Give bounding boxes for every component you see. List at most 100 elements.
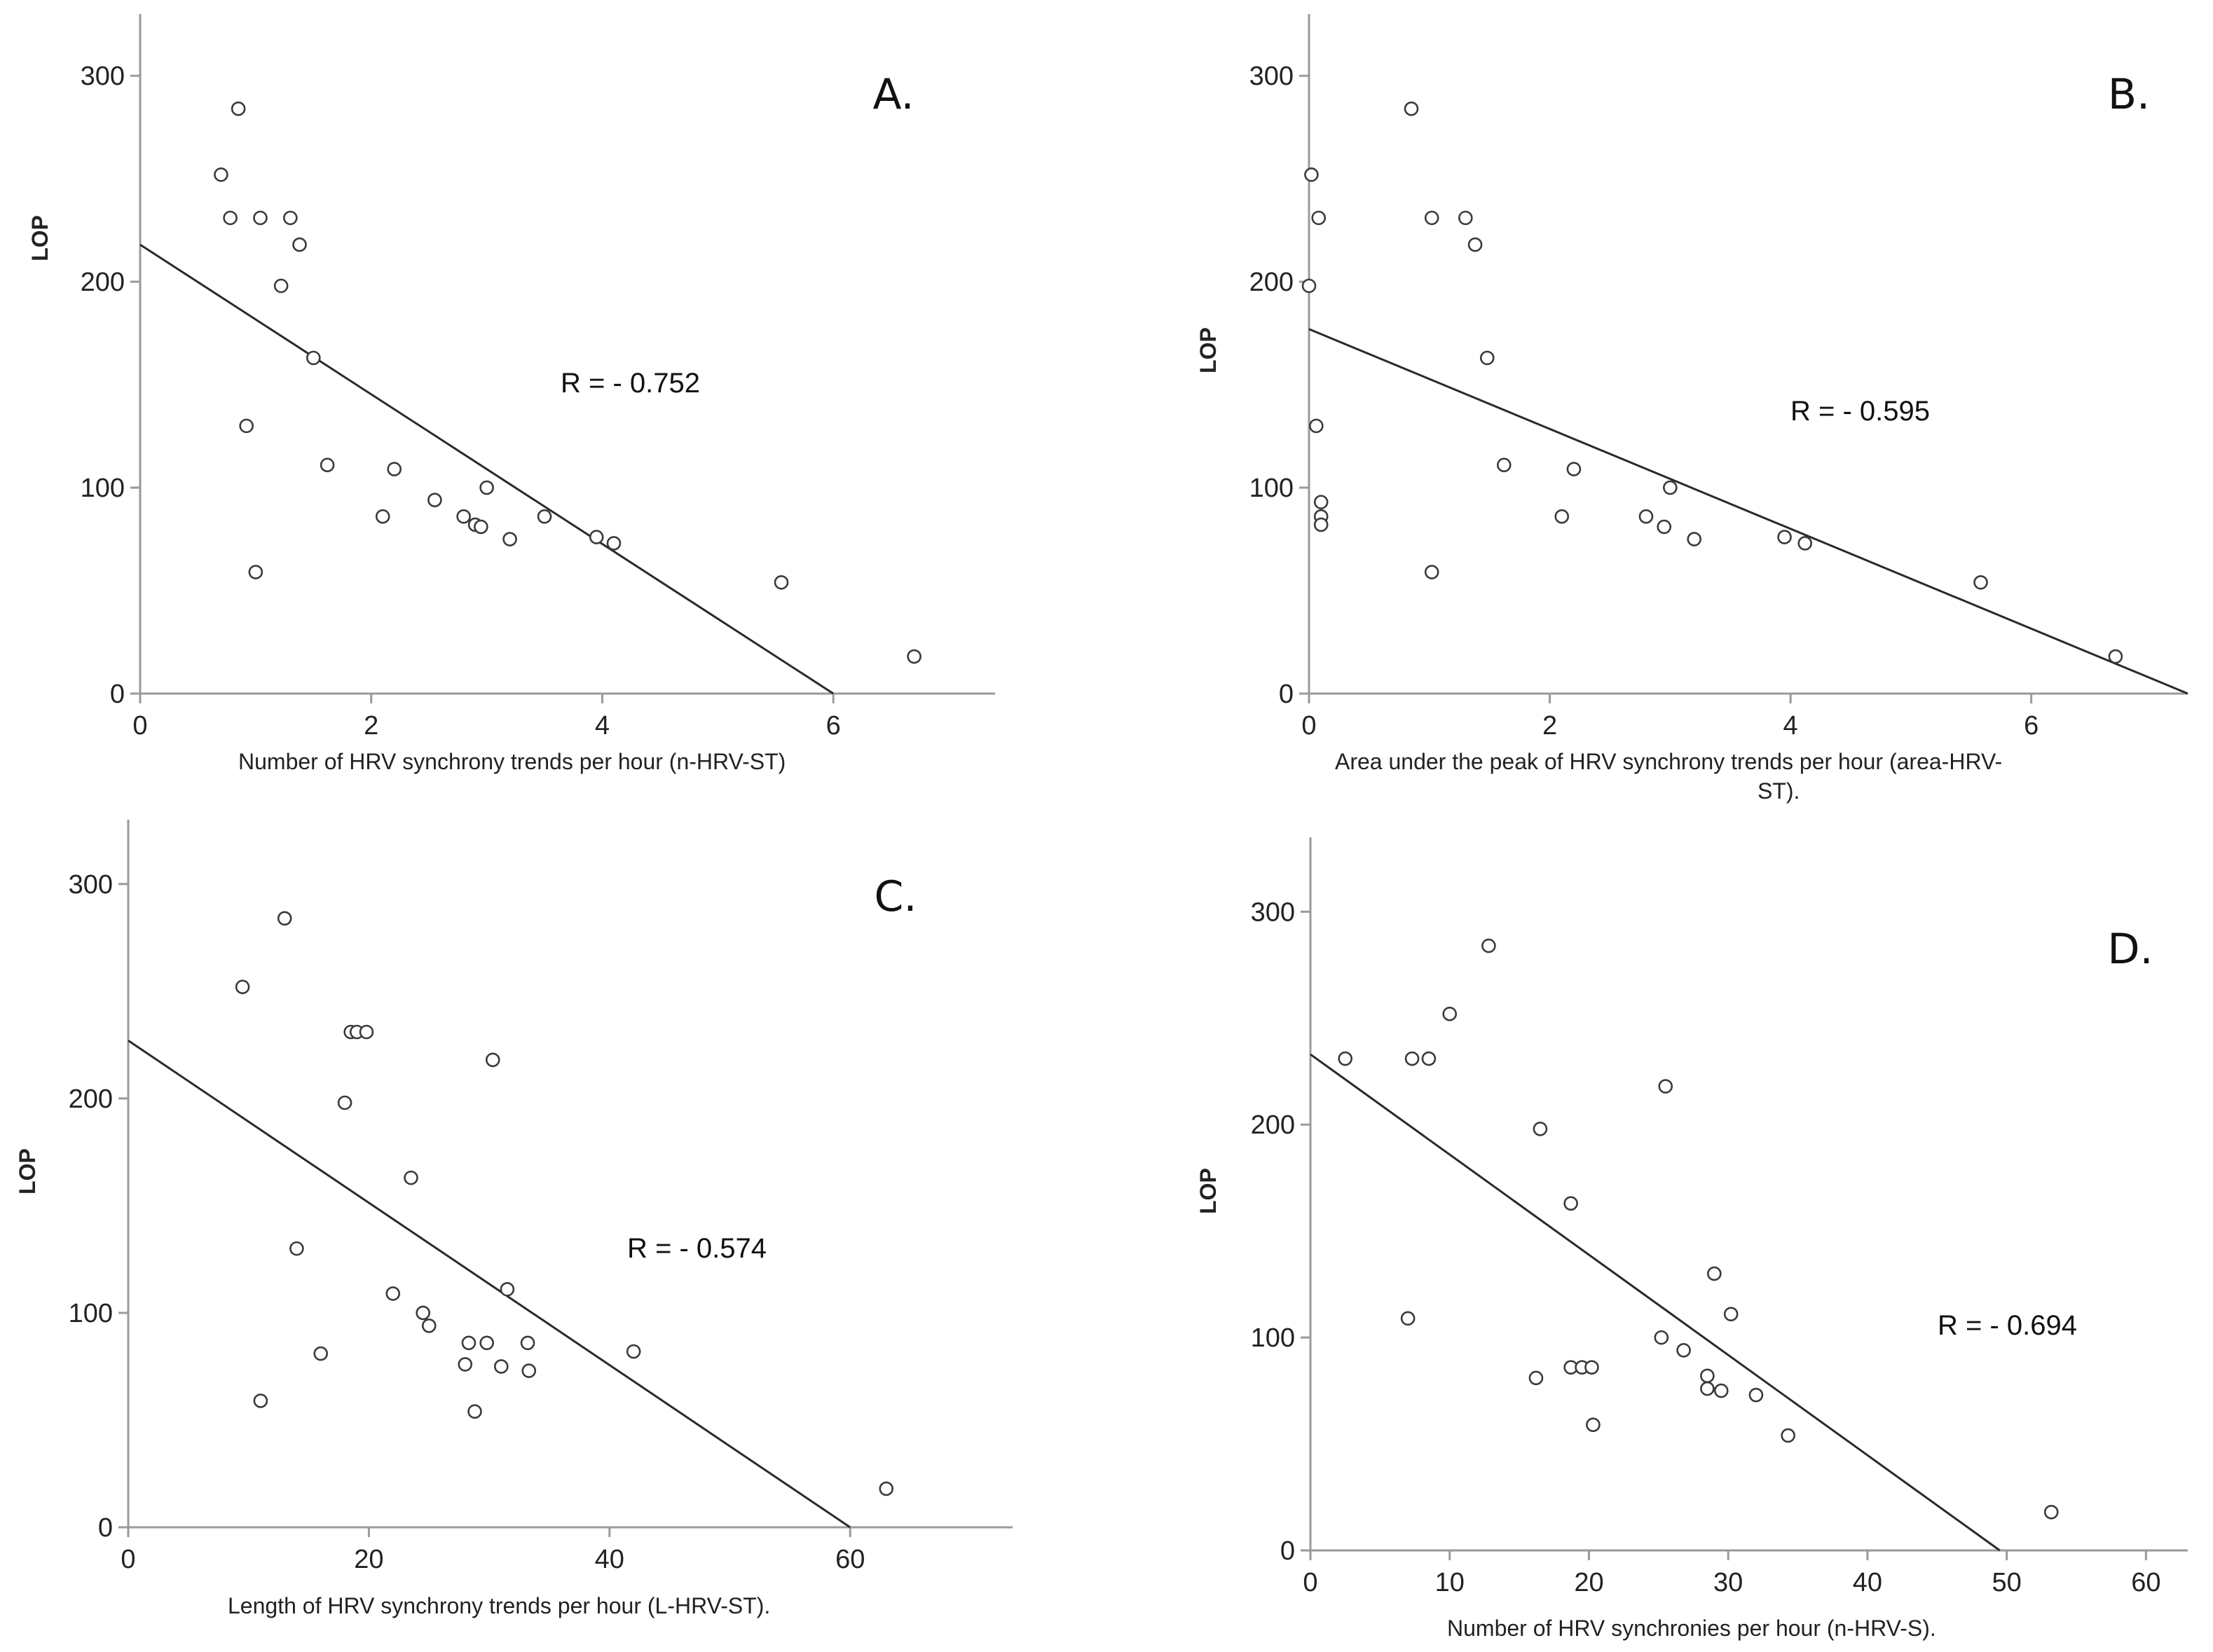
data-point <box>1338 1051 1352 1066</box>
data-point <box>1658 1079 1673 1094</box>
data-point <box>421 1319 437 1333</box>
x-tick-label: 6 <box>826 711 841 741</box>
data-point <box>320 457 335 473</box>
data-point <box>253 210 268 226</box>
data-point <box>474 519 488 535</box>
panel-label: D. <box>2107 925 2153 974</box>
data-point <box>907 649 921 664</box>
data-point <box>292 237 307 252</box>
data-point <box>606 536 622 551</box>
data-point <box>1700 1368 1715 1384</box>
data-point <box>1700 1381 1715 1396</box>
data-point <box>231 101 246 116</box>
x-tick-label: 4 <box>595 711 610 741</box>
data-point <box>1309 418 1324 434</box>
correlation-annotation: R = - 0.595 <box>1790 396 1930 427</box>
data-point <box>1311 210 1327 226</box>
y-tick-label: 100 <box>69 1299 113 1328</box>
x-axis-label: Number of HRV synchronies per hour (n-HR… <box>1447 1616 1936 1641</box>
data-point <box>537 509 552 524</box>
data-point <box>493 1359 509 1374</box>
correlation-annotation: R = - 0.694 <box>1938 1310 2077 1341</box>
regression-line <box>1310 1053 2001 1552</box>
x-axis-label: Number of HRV synchrony trends per hour … <box>238 749 786 774</box>
data-point <box>458 1357 473 1372</box>
x-tick-label: 0 <box>132 711 147 741</box>
data-point <box>1301 278 1317 294</box>
panel-3: 0 100 200 300 0 20 40 60 LOP Length of HRV synchr… <box>15 820 1013 1618</box>
data-point <box>1797 536 1813 551</box>
y-tick-label: 200 <box>1251 1110 1295 1140</box>
data-point <box>1467 237 1483 252</box>
data-point <box>1496 457 1512 473</box>
data-point <box>277 911 292 926</box>
x-tick-label: 20 <box>1574 1568 1603 1597</box>
x-tick-label: 40 <box>595 1545 624 1574</box>
x-tick-label: 4 <box>1783 711 1798 741</box>
y-tick-label: 300 <box>1249 62 1294 91</box>
y-tick-label: 300 <box>69 870 113 900</box>
x-tick-label: 60 <box>2131 1568 2160 1597</box>
y-tick-label: 100 <box>81 474 125 503</box>
data-point <box>1663 480 1678 495</box>
data-point <box>253 1393 268 1408</box>
regression-line <box>139 243 835 695</box>
data-point <box>1563 1196 1578 1211</box>
data-point <box>461 1335 477 1351</box>
data-point <box>1313 495 1329 509</box>
data-point <box>1458 210 1473 226</box>
data-point <box>1554 509 1570 524</box>
data-point <box>1421 1051 1437 1066</box>
data-point <box>1657 519 1672 535</box>
data-point <box>273 278 289 294</box>
data-point <box>479 480 494 495</box>
y-tick-label: 0 <box>1280 1536 1295 1566</box>
panel-4: 0 100 200 300 0 10 20 30 40 50 60 LOP Number of HRV … <box>1195 837 2188 1641</box>
y-axis-label: LOP <box>27 215 53 261</box>
x-tick-label: 0 <box>1303 1568 1317 1597</box>
y-tick-label: 200 <box>81 268 125 297</box>
data-point <box>289 1241 304 1256</box>
x-axis-label: Area under the peak of HRV synchrony tre… <box>1335 749 2002 774</box>
regression-line <box>128 1039 851 1529</box>
data-point <box>1424 565 1439 579</box>
data-point <box>485 1052 500 1068</box>
data-point <box>1586 1417 1601 1433</box>
data-point <box>337 1095 352 1110</box>
data-point <box>1404 1051 1420 1066</box>
data-point <box>387 462 402 476</box>
panel-label: C. <box>875 872 917 921</box>
data-point <box>1566 462 1582 476</box>
panel-label: B. <box>2108 70 2150 119</box>
x-tick-label: 0 <box>1301 711 1316 741</box>
data-point <box>500 1281 515 1297</box>
regression-line <box>1308 328 2188 695</box>
x-tick-label: 10 <box>1435 1568 1465 1597</box>
data-point <box>1973 574 1988 590</box>
data-point <box>248 565 263 579</box>
data-point <box>1748 1387 1764 1403</box>
data-point <box>427 493 442 507</box>
y-tick-label: 100 <box>1249 474 1294 503</box>
data-point <box>1479 350 1495 366</box>
data-point <box>1781 1428 1795 1443</box>
data-point <box>1707 1266 1722 1281</box>
x-tick-label: 2 <box>364 711 378 741</box>
data-point <box>626 1344 641 1359</box>
x-axis-label: ST). <box>1758 778 1800 804</box>
y-tick-label: 200 <box>69 1085 113 1114</box>
data-point <box>2108 649 2123 664</box>
data-point <box>1481 938 1496 954</box>
x-tick-label: 6 <box>2024 711 2039 741</box>
x-tick-label: 60 <box>835 1545 865 1574</box>
data-point <box>283 210 298 226</box>
x-tick-label: 20 <box>354 1545 383 1574</box>
data-point <box>375 509 390 524</box>
correlation-annotation: R = - 0.752 <box>561 368 700 399</box>
data-point <box>1777 530 1792 544</box>
data-point <box>1723 1307 1739 1321</box>
data-point <box>223 210 238 226</box>
x-tick-label: 50 <box>1992 1568 2022 1597</box>
y-tick-label: 0 <box>98 1513 113 1543</box>
